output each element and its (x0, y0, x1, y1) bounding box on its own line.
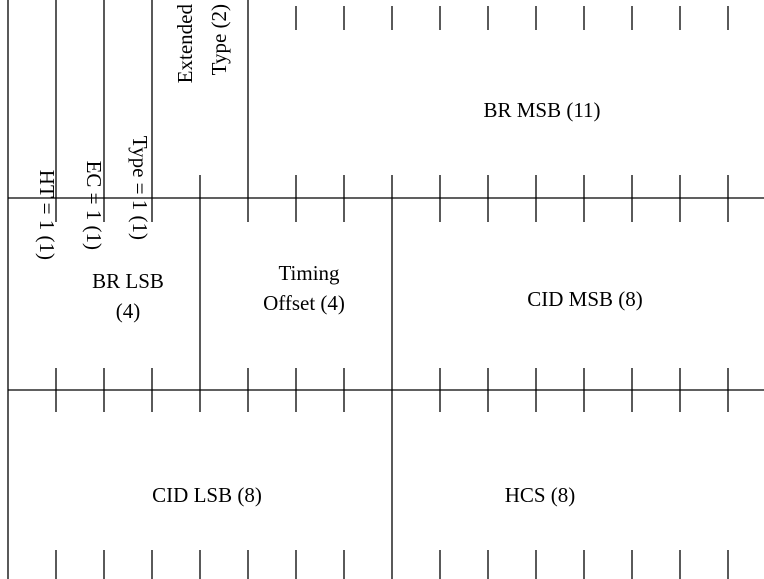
field-extended-type-line1: Extended (173, 4, 197, 84)
field-timing-offset-line1: Timing (278, 261, 340, 285)
row-separators (8, 197, 764, 391)
field-br-msb: BR MSB (11) (483, 98, 600, 122)
row1-field-boundaries (55, 0, 249, 198)
row2-field-boundaries (199, 198, 393, 390)
field-br-lsb-line2: (4) (116, 299, 141, 323)
field-type: Type = 1 (1) (128, 136, 152, 240)
field-cid-lsb: CID LSB (8) (152, 483, 262, 507)
field-hcs: HCS (8) (505, 483, 576, 507)
field-br-lsb-line1: BR LSB (92, 269, 164, 293)
field-cid-msb: CID MSB (8) (527, 287, 643, 311)
field-ec: EC = 1 (1) (82, 161, 106, 250)
field-ht: HT = 1 (1) (35, 170, 59, 260)
bit-tick-marks (55, 6, 729, 579)
field-extended-type-line2: Type (2) (207, 4, 231, 75)
field-timing-offset-line2: Offset (4) (263, 291, 345, 315)
